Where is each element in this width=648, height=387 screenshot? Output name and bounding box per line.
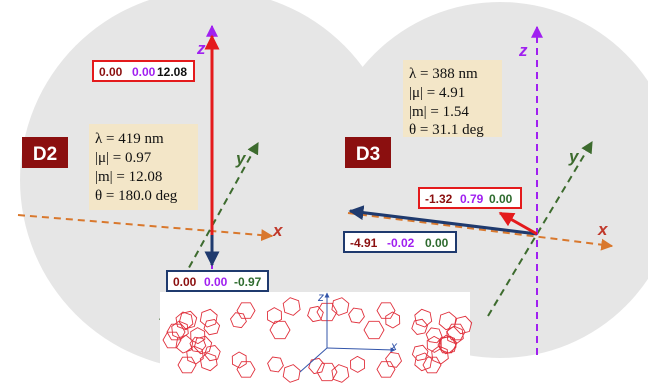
d2-z-axis-label: z <box>196 39 206 58</box>
d2-mu-component-z: -0.97 <box>234 275 262 289</box>
d2-mu-components-box <box>166 270 269 292</box>
molecule-ring <box>414 308 433 328</box>
d3-x-axis-label: x <box>597 220 609 239</box>
molecule-ring <box>414 352 433 372</box>
d3-y-axis <box>487 140 593 317</box>
d2-m-component-x: 0.00 <box>99 65 123 79</box>
molecule-ring <box>422 356 442 374</box>
molecule-ring <box>162 331 182 349</box>
d3-m-component-y: 0.79 <box>460 192 484 206</box>
d2-mu-component-y: 0.00 <box>204 275 228 289</box>
molecule-z-label: z <box>317 290 324 304</box>
molecule-ring <box>350 355 366 373</box>
d2-info-line: θ = 180.0 deg <box>95 188 178 204</box>
molecule-x-axis <box>326 347 396 353</box>
d3-badge-bg <box>345 137 391 168</box>
molecule-ring <box>203 319 221 336</box>
d3-mu-component-x: -4.91 <box>350 236 378 250</box>
molecule-structure: z x <box>160 290 473 387</box>
molecule-ring <box>376 361 396 378</box>
d3-m-components-box <box>418 187 522 209</box>
molecule-ring <box>425 327 443 344</box>
molecule-ring <box>236 361 256 378</box>
molecule-ring <box>231 351 247 369</box>
molecule-ring <box>431 345 449 365</box>
molecule-ring <box>282 364 301 383</box>
molecule-ring <box>376 302 396 319</box>
d3-z-axis-label: z <box>518 41 528 60</box>
molecule-ring <box>331 297 350 316</box>
molecule-ring <box>236 302 256 319</box>
molecule-ring <box>178 310 198 330</box>
d2-y-axis-label: y <box>235 149 247 168</box>
molecule-x-label: x <box>390 339 398 353</box>
d2-info-line: |μ| = 0.97 <box>95 150 152 166</box>
molecule-ring <box>269 320 291 340</box>
d3-m-component-z: 0.00 <box>489 192 513 206</box>
d3-mu-component-y: -0.02 <box>387 236 415 250</box>
d3-info-line: λ = 388 nm <box>409 66 478 82</box>
d2-badge: D2 <box>33 144 57 165</box>
d3-mu-component-z: 0.00 <box>425 236 449 250</box>
molecule-ring <box>453 315 473 335</box>
molecule-ring <box>229 312 247 329</box>
molecule-ring <box>267 356 284 373</box>
molecule-ring <box>316 362 338 382</box>
d2-info-line: λ = 419 nm <box>95 131 164 147</box>
molecule-ring <box>363 320 385 340</box>
d3-badge: D3 <box>356 144 380 165</box>
molecule-ring <box>189 336 207 353</box>
d3-info-box <box>403 60 502 137</box>
molecule-ring <box>348 307 365 324</box>
d2-x-axis <box>17 214 274 242</box>
d3-info-line: |μ| = 4.91 <box>409 85 465 101</box>
molecule-ring <box>193 335 213 355</box>
d2-m-component-y: 0.00 <box>132 65 156 79</box>
molecule-ring <box>175 311 194 331</box>
molecule-ring <box>199 308 218 328</box>
d2-y-axis <box>159 141 259 321</box>
molecule-ring <box>316 302 338 322</box>
d3-x-axis <box>347 212 614 251</box>
d3-m-component-x: -1.32 <box>425 192 453 206</box>
d3-m-vector <box>498 211 538 236</box>
molecule-ring <box>385 351 403 368</box>
molecule-ring <box>190 327 206 345</box>
d3-info-line: θ = 31.1 deg <box>409 122 484 138</box>
molecule-ring <box>331 364 350 383</box>
molecule-ring <box>203 345 221 362</box>
panel-d2: x y z D2 λ = 419 nm |μ| = 0.97 |m| = 12.… <box>17 0 400 370</box>
panel-d3: x y z D3 λ = 388 nm |μ| = 4.91 |m| = 1.5… <box>322 2 648 358</box>
molecule-ring <box>411 318 429 335</box>
molecule-ring <box>166 323 186 341</box>
molecule-backdrop <box>160 292 470 387</box>
molecule-ring <box>385 311 401 329</box>
molecule-y-axis <box>299 347 328 373</box>
molecule-ring <box>307 305 324 323</box>
molecule-ring <box>438 335 458 355</box>
d2-m-component-z: 12.08 <box>157 65 187 79</box>
molecule-ring <box>308 357 325 375</box>
d2-badge-bg <box>22 137 68 168</box>
d3-y-axis-label: y <box>568 147 580 166</box>
molecule-rings <box>162 297 473 383</box>
molecule-ring <box>177 356 197 374</box>
d2-mu-component-x: 0.00 <box>173 275 197 289</box>
d3-info-line: |m| = 1.54 <box>409 104 469 120</box>
molecule-ring <box>266 307 282 325</box>
d2-info-box <box>89 124 198 210</box>
molecule-ring <box>282 297 301 316</box>
molecule-ring <box>171 320 189 340</box>
molecule-ring <box>199 352 218 372</box>
d3-mu-components-box <box>343 231 457 253</box>
d2-sphere <box>20 0 400 370</box>
molecule-ring <box>411 344 429 361</box>
d2-info-line: |m| = 12.08 <box>95 169 162 185</box>
d3-mu-vector <box>348 205 538 236</box>
d2-m-components-box <box>92 60 195 82</box>
molecule-ring <box>186 345 204 365</box>
d2-x-axis-label: x <box>272 221 284 240</box>
